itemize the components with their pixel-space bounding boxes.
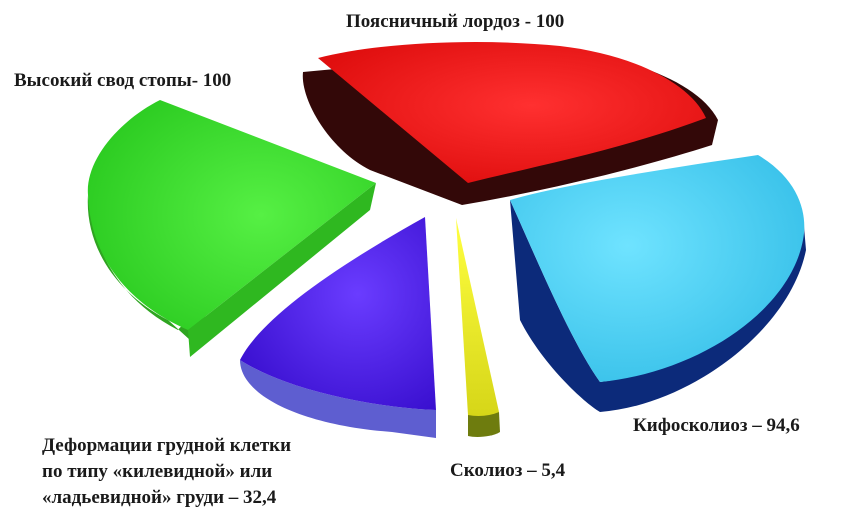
slice-scoliosis-side [468,412,500,437]
slice-chest-deformation [240,217,436,438]
label-high-arch: Высокий свод стопы- 100 [14,70,231,91]
slice-chest-deformation-side [240,360,436,438]
label-scoliosis: Сколиоз – 5,4 [450,460,566,481]
label-chest-deformation-line-3: «ладьевидной» груди – 32,4 [42,487,277,508]
slice-lumbar-lordosis [302,42,718,205]
slice-lumbar-lordosis-top [318,42,706,183]
slice-chest-deformation-top [240,217,436,410]
label-kyphoscoliosis: Кифосколиоз – 94,6 [633,415,800,436]
slice-kyphoscoliosis-side [510,200,806,412]
slice-scoliosis-top [456,218,499,416]
label-chest-deformation-line-2: по типу «килевидной» или [42,461,272,482]
slice-kyphoscoliosis [510,155,806,412]
label-lumbar-lordosis: Поясничный лордоз - 100 [346,11,564,32]
slice-high-arch-top [87,100,376,330]
slice-kyphoscoliosis-top [510,155,805,382]
slice-high-arch [87,100,376,357]
label-chest-deformation-line-1: Деформации грудной клетки [42,435,291,456]
slice-high-arch-front [188,183,376,357]
slice-scoliosis [456,218,500,437]
